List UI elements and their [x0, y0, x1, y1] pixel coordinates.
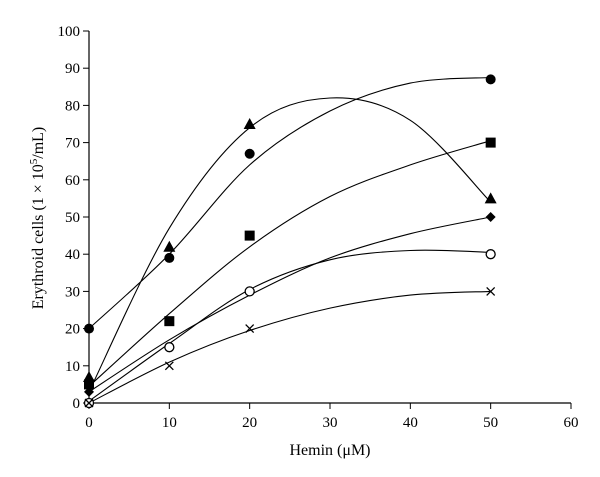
y-tick-label: 10 [65, 359, 80, 375]
triangle-marker [83, 370, 95, 382]
cross-marker [486, 286, 496, 296]
open-circle-marker [244, 286, 255, 297]
cross-marker [84, 398, 94, 408]
open-circle-marker [485, 249, 496, 260]
diamond-marker [84, 386, 94, 397]
y-axis-label-sup: 5 [28, 158, 40, 164]
y-tick-label: 0 [73, 396, 81, 412]
triangle-marker [163, 240, 176, 252]
circle-marker [485, 74, 496, 85]
x-tick-label: 40 [403, 415, 418, 431]
axes: 0 10 20 30 40 50 60 70 80 90 100 0 10 20 30 40 50 60 [58, 24, 579, 431]
y-tick-label: 30 [65, 284, 80, 300]
circle-marker [164, 252, 175, 263]
y-tick-label: 100 [58, 24, 81, 40]
y-tick-label: 90 [65, 61, 80, 77]
circle-trendline [88, 76, 491, 330]
square-marker [84, 379, 94, 390]
y-tick-label: 80 [65, 98, 80, 114]
circle-marker [244, 148, 255, 159]
x-tick-label: 20 [242, 415, 257, 431]
trendlines [88, 76, 492, 404]
y-tick-label: 60 [65, 173, 80, 189]
x-axis-label: Hemin (μM) [289, 442, 370, 459]
cross-marker [164, 361, 174, 371]
triangle-marker [484, 192, 497, 204]
triangle-marker [243, 118, 256, 129]
square-marker [485, 137, 496, 148]
y-axis-label-pre: Erythroid cells (1 × 10 [30, 164, 47, 309]
x-tick-label: 50 [483, 415, 498, 431]
diamond-trendline [88, 216, 491, 393]
markers [83, 74, 497, 409]
y-tick-label: 50 [65, 210, 80, 226]
triangle-trendline [88, 97, 492, 393]
circle-marker [84, 323, 94, 334]
diamond-marker [485, 212, 496, 222]
square-marker [164, 316, 175, 327]
y-axis-label-post: /mL) [30, 127, 47, 159]
open-circle-marker [164, 342, 175, 353]
square-marker [244, 230, 255, 241]
x-tick-label: 60 [564, 415, 579, 431]
y-tick-label: 20 [65, 322, 80, 338]
open-circle-trendline [88, 249, 491, 402]
y-tick-label: 40 [65, 247, 80, 263]
y-axis-label: Erythroid cells (1 × 105/mL) [28, 127, 47, 310]
cross-trendline [88, 290, 491, 404]
x-tick-label: 10 [162, 415, 177, 431]
square-trendline [88, 140, 491, 387]
cross-marker [245, 324, 255, 334]
x-tick-label: 0 [85, 415, 93, 431]
y-tick-label: 70 [65, 136, 80, 152]
x-tick-label: 30 [323, 415, 338, 431]
